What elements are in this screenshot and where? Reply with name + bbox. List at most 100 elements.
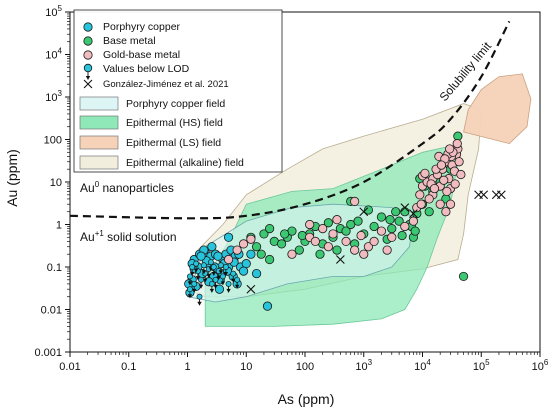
axes: 0.01 0.1 1 10 100 103 104 105 106 0.001 0.01 0.1 1 10… — [34, 4, 548, 373]
base-metal-point — [410, 226, 420, 236]
base-metal-point — [256, 249, 266, 259]
gold-base-point — [328, 229, 338, 239]
legend-label: Porphyry copper — [103, 21, 181, 33]
gold-base-point — [305, 219, 315, 230]
x-tick-label: 104 — [414, 358, 431, 373]
lod-arrow-head — [218, 270, 224, 275]
gold-base-point — [232, 245, 242, 255]
lod-marker — [219, 273, 226, 280]
gold-base-point — [420, 168, 430, 178]
legend-swatch — [83, 63, 93, 73]
lod-marker — [186, 286, 193, 293]
lod-point — [208, 280, 215, 293]
lod-point — [186, 273, 193, 286]
reference-cross-point — [246, 284, 256, 294]
lod-point — [215, 268, 222, 281]
lod-arrow-head — [191, 288, 197, 293]
lod-point — [193, 260, 200, 273]
y-tick-label: 104 — [45, 47, 62, 62]
lod-marker — [234, 276, 241, 283]
lod-point — [186, 286, 193, 299]
gold-base-point — [408, 216, 418, 226]
gold-base-point — [287, 249, 297, 259]
legend-cross-stroke — [83, 79, 93, 89]
legend-label: Epithermal (HS) field — [126, 117, 223, 129]
base-metal-point — [341, 226, 351, 236]
lod-marker — [230, 270, 237, 277]
base-metal-point — [353, 216, 363, 226]
base-metal-point — [397, 230, 407, 241]
lod-arrow-head — [226, 288, 231, 293]
gold-base-point — [454, 157, 464, 167]
lod-marker — [207, 259, 214, 266]
gold-base-point — [442, 186, 452, 197]
x-tick-label: 103 — [355, 358, 372, 373]
lod-point — [196, 293, 203, 306]
x-tick-label: 10 — [240, 361, 252, 373]
lod-arrow-head — [220, 281, 226, 286]
gold-base-point — [238, 239, 249, 249]
base-metal-point — [346, 219, 356, 230]
solubility-limit-curve — [69, 20, 511, 220]
lod-point — [217, 262, 224, 275]
lod-arrow-head — [195, 276, 201, 281]
gold-base-point — [246, 234, 256, 244]
base-metal-point — [315, 249, 325, 259]
gold-base-point — [400, 221, 410, 232]
gold-base-point — [387, 232, 397, 242]
gold-base-point — [435, 199, 445, 209]
gold-base-point — [332, 215, 342, 225]
legend-field-swatch — [79, 96, 119, 111]
data-points — [184, 131, 506, 311]
cross-stroke — [409, 209, 418, 219]
ls-field — [463, 73, 532, 145]
cross-stroke — [479, 190, 489, 200]
lod-marker — [212, 276, 219, 283]
lod-arrow-head — [202, 278, 208, 283]
x-axis-title: As (ppm) — [278, 391, 335, 407]
gold-base-point — [424, 194, 434, 204]
base-metal-point — [424, 207, 434, 217]
porphyry-point — [251, 268, 262, 279]
gold-base-point — [456, 169, 466, 180]
x-tick-label: 1 — [184, 361, 190, 373]
base-metal-point — [385, 215, 395, 225]
gold-base-point — [416, 199, 426, 209]
lod-marker — [208, 280, 215, 287]
porphyry-point — [213, 251, 223, 261]
base-metal-point — [332, 245, 342, 255]
porphyry-point — [223, 232, 234, 242]
gold-base-point — [359, 249, 369, 259]
lod-point — [225, 280, 232, 293]
lod-marker — [210, 264, 217, 270]
legend-swatch — [83, 22, 93, 32]
base-metal-point — [391, 207, 401, 217]
base-metal-point — [251, 242, 262, 252]
lod-point — [219, 273, 226, 286]
gold-base-point — [323, 242, 333, 252]
base-metal-point — [363, 205, 374, 215]
gold-base-point — [223, 254, 234, 265]
lod-marker — [191, 280, 198, 287]
gold-base-point — [363, 242, 374, 252]
x-tick-label: 106 — [532, 358, 549, 373]
lod-marker — [217, 262, 224, 269]
lod-arrow-head — [187, 281, 193, 286]
y-tick-label: 105 — [45, 4, 62, 19]
gold-base-point — [450, 179, 460, 189]
porphyry-point — [262, 301, 273, 311]
cross-stroke — [496, 190, 506, 200]
cross-stroke — [400, 203, 410, 212]
gold-base-point — [441, 207, 451, 217]
legend: Porphyry copper Base metal Gold-base metal… — [73, 9, 283, 173]
base-metal-point — [323, 218, 333, 228]
base-metal-point — [400, 207, 410, 217]
legend-label: González-Jiménez et al. 2021 — [103, 79, 229, 90]
reference-cross-point — [335, 255, 345, 264]
lod-arrow-head — [234, 284, 240, 289]
y-tick-label: 0.001 — [34, 347, 62, 359]
gold-base-point — [376, 226, 387, 236]
base-metal-point — [369, 221, 379, 232]
lod-arrow-head — [216, 276, 221, 281]
